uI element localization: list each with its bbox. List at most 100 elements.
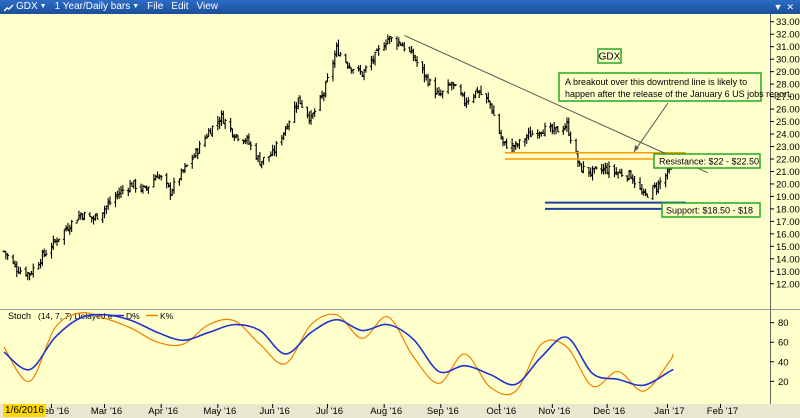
x-tick-label: Apr '16 [148, 406, 178, 417]
price-bar [422, 64, 426, 83]
symbol-annotation-box [597, 48, 622, 64]
y-tick-label: 16.00 [776, 229, 800, 240]
y-tick-label: 18.00 [776, 204, 800, 215]
price-bar [466, 96, 470, 105]
price-bar [552, 121, 556, 135]
y-tick-label: 29.00 [776, 67, 800, 78]
price-bar [92, 215, 96, 225]
price-bar [218, 116, 222, 129]
x-tick-label: Feb '17 [707, 406, 738, 417]
price-bar [216, 116, 220, 131]
price-bar [525, 133, 529, 144]
menu-view[interactable]: View [196, 1, 219, 12]
price-bar [320, 90, 324, 99]
y-tick-label: 23.00 [776, 142, 800, 153]
price-bar [475, 86, 479, 94]
timeframe-selector[interactable]: 1 Year/Daily bars ▼ [51, 0, 144, 14]
price-bar [505, 138, 509, 149]
price-bar [44, 249, 48, 257]
price-bar [307, 111, 311, 125]
y-tick-label: 19.00 [776, 192, 800, 203]
legend-d-label: D% [126, 311, 140, 321]
price-bar [249, 141, 253, 151]
price-bar [479, 85, 483, 96]
price-bar [62, 229, 66, 245]
price-bar [382, 42, 386, 51]
price-bar [360, 71, 364, 78]
price-bar [389, 36, 393, 42]
price-bar [75, 219, 79, 224]
price-bar [347, 62, 351, 69]
price-bar [172, 177, 176, 195]
price-bar [106, 197, 110, 210]
y-tick-label: 31.00 [776, 42, 800, 53]
price-bar [93, 213, 97, 221]
price-bar [113, 192, 117, 208]
price-bar [362, 69, 366, 81]
y-tick-label: 12.00 [776, 279, 800, 290]
stoch-y-tick-label: 60 [778, 338, 789, 349]
price-bar [651, 185, 655, 200]
price-bar [168, 182, 172, 201]
price-bar [115, 190, 119, 200]
price-bar [40, 249, 44, 267]
chevron-down-icon: ▼ [132, 3, 140, 10]
stoch-y-tick-label: 20 [778, 377, 789, 388]
price-bar [402, 42, 406, 52]
price-bar [198, 140, 202, 154]
price-bar [561, 125, 565, 135]
price-bar [258, 151, 262, 166]
price-bar [293, 101, 297, 123]
price-bar [95, 213, 99, 220]
price-bar [90, 216, 94, 223]
dropdown-icon[interactable]: ▼ [773, 2, 783, 12]
y-tick-label: 25.00 [776, 117, 800, 128]
y-tick-label: 15.00 [776, 242, 800, 253]
timeframe-label: 1 Year/Daily bars [54, 1, 131, 12]
price-bar [50, 242, 54, 259]
menu-edit[interactable]: Edit [171, 1, 189, 12]
price-bar [486, 92, 490, 103]
menu-file[interactable]: File [147, 1, 164, 12]
price-bar [145, 185, 149, 191]
price-bar [536, 129, 540, 139]
price-bar [39, 258, 43, 269]
price-bar [528, 126, 532, 138]
price-bar [369, 55, 373, 71]
window-title-bar: GDX ▼ 1 Year/Daily bars ▼ File Edit View… [0, 0, 800, 14]
price-bar [318, 94, 322, 112]
price-bar [364, 65, 368, 73]
price-bar [472, 93, 476, 104]
price-bar [625, 175, 629, 182]
price-bar [538, 131, 542, 139]
price-bar [453, 84, 457, 87]
price-bar [554, 127, 558, 135]
price-bar [77, 210, 81, 220]
price-bar [499, 129, 503, 140]
close-icon[interactable]: ✕ [786, 2, 794, 12]
price-bar [322, 92, 326, 102]
price-bar [602, 164, 606, 175]
symbol-selector[interactable]: GDX ▼ [0, 0, 51, 14]
note-annotation-box [558, 72, 762, 102]
price-bar [24, 266, 28, 277]
price-bar [357, 65, 361, 72]
price-bar [477, 89, 481, 99]
y-tick-label: 28.00 [776, 80, 800, 91]
price-bar [57, 238, 61, 242]
price-bar [285, 123, 289, 130]
symbol-annotation: GDX [599, 52, 621, 63]
current-date-label: 1/6/2016 [3, 404, 46, 417]
price-bar [351, 68, 355, 74]
price-bar [241, 139, 245, 145]
price-bar [510, 138, 514, 153]
price-bar [346, 61, 350, 69]
price-bar [600, 164, 604, 174]
price-bar [194, 147, 198, 158]
price-bar [309, 110, 313, 125]
price-bar [154, 174, 158, 181]
stoch-title: Stoch [8, 311, 31, 321]
price-bar [421, 61, 425, 74]
x-tick-label: Nov '16 [538, 406, 570, 417]
